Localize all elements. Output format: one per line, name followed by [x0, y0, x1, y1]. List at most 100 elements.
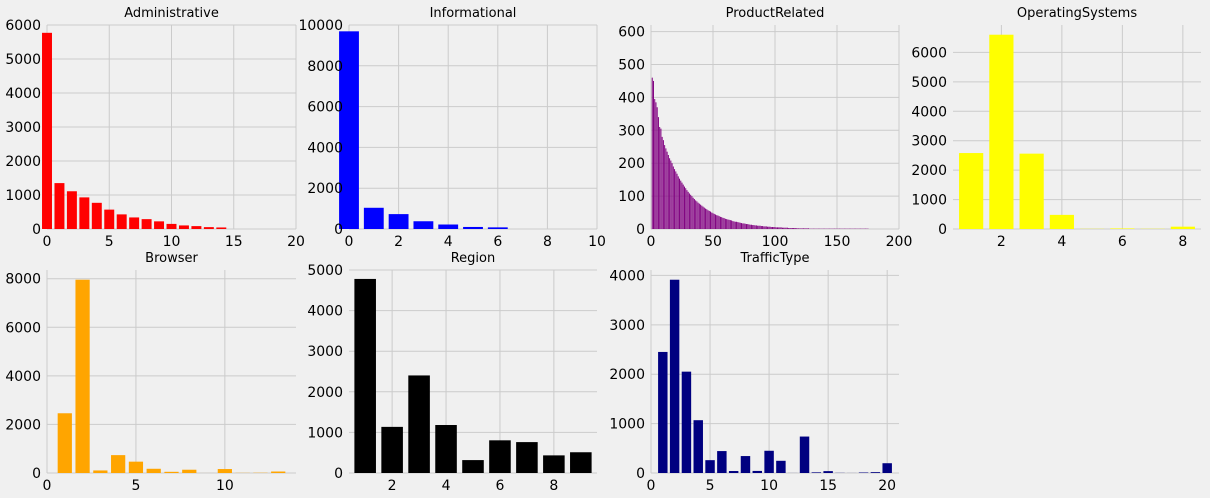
bar	[217, 469, 232, 473]
bar	[783, 227, 785, 229]
bar	[760, 226, 762, 229]
x-tick-label: 20	[287, 234, 305, 250]
bar	[748, 224, 750, 229]
bar	[764, 450, 774, 473]
bar	[216, 227, 227, 229]
x-tick-label: 5	[131, 478, 140, 494]
bar	[733, 221, 735, 229]
y-tick-label: 2000	[307, 181, 343, 197]
bar	[714, 214, 716, 229]
bar	[66, 191, 77, 229]
x-tick-label: 10	[588, 234, 606, 250]
bar	[516, 442, 538, 473]
bar	[811, 472, 822, 473]
bar	[717, 215, 719, 229]
y-tick-label: 5000	[307, 263, 343, 279]
bar	[776, 460, 786, 473]
chart-2: 0 2 4 6 8 10 0 2000 4000 6000 8000 10000 Information…	[298, 6, 605, 250]
bar	[75, 279, 90, 473]
x-tick-label: 5	[706, 478, 715, 494]
bar	[695, 200, 697, 229]
bar	[718, 216, 720, 229]
x-tick-label: 15	[819, 478, 837, 494]
bar	[154, 221, 165, 229]
y-tick-label: 4000	[609, 268, 645, 284]
y-tick-label: 1000	[911, 193, 947, 209]
y-tick-label: 600	[618, 25, 645, 41]
y-tick-label: 500	[618, 57, 645, 73]
bar	[363, 207, 384, 229]
bar	[780, 227, 782, 229]
bar	[800, 228, 802, 229]
y-tick-label: 0	[938, 222, 947, 238]
y-tick-label: 2000	[911, 163, 947, 179]
bar	[462, 460, 484, 473]
bar	[651, 77, 653, 229]
y-tick-label: 3000	[307, 344, 343, 360]
bar	[772, 227, 774, 229]
bar	[744, 223, 746, 229]
bar	[738, 222, 740, 229]
bar	[203, 227, 214, 229]
chart-6: 2 4 6 8 0 1000 2000 3000 4000 5000 Region	[307, 251, 597, 494]
bar	[354, 278, 376, 473]
bar	[463, 226, 483, 229]
x-tick-label: 8	[543, 234, 552, 250]
bar	[688, 193, 690, 229]
bar	[54, 183, 65, 229]
bar	[757, 225, 759, 229]
bar	[788, 228, 790, 229]
bar	[728, 471, 739, 473]
x-tick-label: 100	[762, 234, 789, 250]
x-tick-label: 10	[760, 478, 778, 494]
bar	[700, 204, 702, 229]
bar	[657, 117, 659, 229]
bar	[693, 199, 695, 229]
bar	[731, 220, 733, 229]
bar	[670, 160, 672, 229]
bar	[682, 184, 684, 229]
x-tick-label: 4	[444, 234, 453, 250]
bar	[696, 201, 698, 229]
bar	[656, 107, 658, 229]
bar	[721, 217, 723, 229]
bar	[745, 224, 747, 229]
bar	[669, 158, 671, 229]
bar	[705, 208, 707, 229]
x-tick-label: 150	[824, 234, 851, 250]
y-tick-label: 2000	[5, 154, 41, 170]
y-tick-label: 2000	[5, 417, 41, 433]
bar	[790, 228, 792, 229]
bar	[742, 223, 744, 229]
bar	[116, 214, 127, 229]
bar	[681, 182, 683, 229]
chart-title: Administrative	[124, 6, 219, 21]
y-tick-label: 6000	[307, 100, 343, 116]
bar	[677, 176, 679, 229]
x-tick-label: 8	[549, 478, 558, 494]
y-tick-label: 4000	[5, 86, 41, 102]
bar	[717, 451, 727, 473]
y-tick-label: 5000	[911, 75, 947, 91]
bar	[753, 225, 755, 229]
bar	[388, 214, 409, 229]
y-tick-label: 3000	[609, 318, 645, 334]
x-tick-label: 0	[43, 234, 52, 250]
bar	[803, 228, 805, 229]
bar	[768, 226, 770, 229]
bar	[737, 222, 739, 229]
bar	[959, 153, 984, 229]
bar	[807, 228, 809, 229]
chart-1: 0 5 10 15 20 0 1000 2000 3000 4000 5000 6000 Adminis…	[5, 6, 305, 250]
bar	[679, 178, 681, 229]
y-tick-label: 0	[636, 466, 645, 482]
bar	[178, 225, 189, 229]
bar	[658, 351, 668, 473]
bar	[703, 207, 705, 229]
chart-title: ProductRelated	[726, 6, 825, 21]
bar	[723, 218, 725, 229]
bar	[823, 471, 833, 473]
bar	[129, 217, 140, 229]
bar	[794, 228, 796, 229]
bar	[672, 166, 674, 229]
